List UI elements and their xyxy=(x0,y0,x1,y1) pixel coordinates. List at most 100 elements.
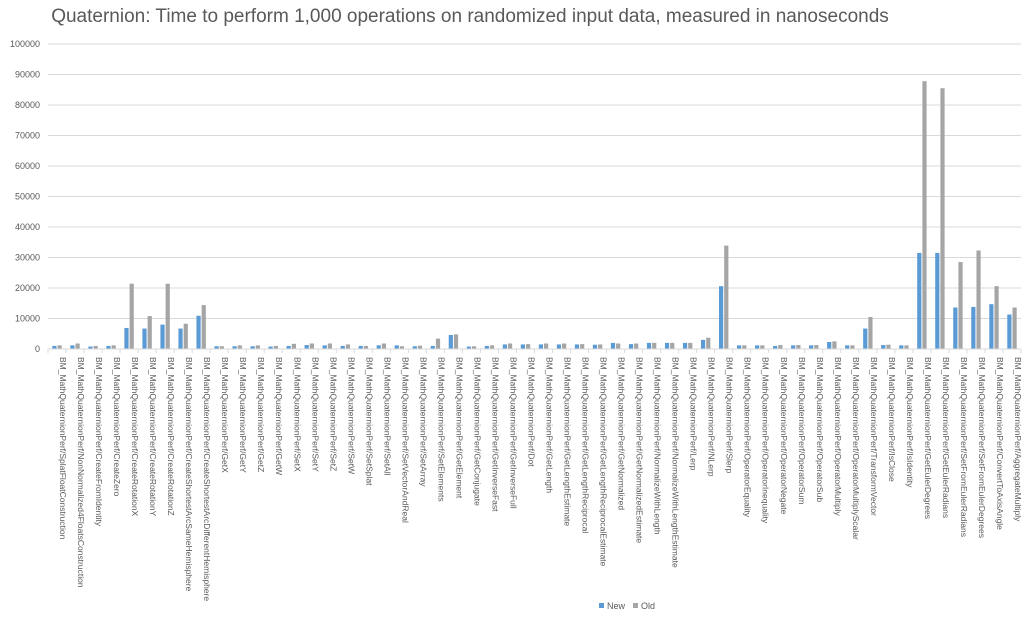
bar-new xyxy=(430,345,435,349)
bar-old xyxy=(201,305,206,349)
bar-new xyxy=(52,345,57,349)
x-tick-label: BM_MathQuaternionPerf/NormalizeWithLengt… xyxy=(671,357,681,568)
bar-new xyxy=(376,345,381,349)
x-tick-label: BM_MathQuaternionPerf/CreateZero xyxy=(112,357,122,497)
bar-old xyxy=(544,343,549,349)
x-tick-label: BM_MathQuaternionPerf/GetConjugate xyxy=(472,357,482,506)
bar-new xyxy=(682,342,688,349)
bar-old xyxy=(93,345,98,349)
bar-new xyxy=(881,345,886,349)
bar-new xyxy=(394,345,399,349)
bar-old xyxy=(868,316,873,349)
bar-old xyxy=(183,323,188,349)
bar-old xyxy=(111,345,116,349)
x-tick-label: BM_MathQuaternionPerf/OperatorMultiply xyxy=(833,357,843,516)
x-tick-label: BM_MathQuaternionPerf/Slerp xyxy=(725,357,735,473)
x-tick-label: BM_MathQuaternionPerf/GetLengthReciproca… xyxy=(599,357,609,567)
bars xyxy=(52,81,1017,350)
bar-old xyxy=(760,345,765,349)
y-tick-label: 90000 xyxy=(15,70,40,80)
bar-new xyxy=(700,339,706,349)
x-tick-label: BM_MathQuaternionPerf/SetArray xyxy=(418,357,428,487)
x-tick-label: BM_MathQuaternionPerf/IsClose xyxy=(887,357,897,482)
bar-old xyxy=(399,346,405,349)
bar-new xyxy=(502,344,507,349)
bar-new xyxy=(628,344,634,349)
x-tick-label: BM_MathQuaternionPerf/OperatorNegate xyxy=(779,357,789,515)
bar-new xyxy=(538,344,544,349)
legend-swatch xyxy=(599,603,604,608)
bar-new xyxy=(106,345,111,349)
bar-new xyxy=(863,328,868,349)
x-tick-label: BM_MathQuaternionPerf/CreateRotationY xyxy=(148,357,158,517)
bar-old xyxy=(363,345,369,349)
bar-new xyxy=(899,345,904,349)
bar-new xyxy=(70,345,75,349)
bar-new xyxy=(196,315,201,349)
x-tick-label: BM_MathQuaternionPerf/OperatorSub xyxy=(815,357,825,502)
bar-new xyxy=(827,341,832,349)
x-tick-label: BM_MathQuaternionPerf/GetNormalizedEstim… xyxy=(635,357,645,543)
gridlines xyxy=(48,43,1021,319)
x-tick-label: BM_MathQuaternionPerf/GetInverseFull xyxy=(508,357,518,509)
bar-old xyxy=(796,345,801,349)
bar-old xyxy=(850,345,855,349)
bar-old xyxy=(652,342,657,349)
bar-old xyxy=(922,81,927,350)
bar-old xyxy=(129,283,134,349)
chart-title: Quaternion: Time to perform 1,000 operat… xyxy=(51,6,889,27)
x-tick-label: BM_MathQuaternionPerf/GetElement xyxy=(454,357,464,499)
x-tick-label: BM_MathQuaternionPerf/CreateFromIdentity xyxy=(94,357,104,527)
x-tick-label: BM_MathQuaternionPerf/SetSplat xyxy=(364,357,374,486)
x-tick-label: BM_MathQuaternionPerf/SetZ xyxy=(328,357,338,471)
x-tick-label: BM_MathQuaternionPerf/OperatorEquality xyxy=(743,357,753,518)
bar-old xyxy=(489,345,495,349)
x-tick-label: BM_MathQuaternionPerf/OperatorInequality xyxy=(761,357,771,524)
x-tick-label: BM_MathQuaternionPerf/ConvertToAxisAngle xyxy=(995,357,1005,530)
y-tick-label: 40000 xyxy=(15,222,40,232)
x-tick-label: BM_MathQuaternionPerf/IsIdentity xyxy=(905,357,915,488)
bar-new xyxy=(917,252,922,349)
bar-old xyxy=(309,343,314,349)
x-tick-label: BM_MathQuaternionPerf/CreateShortestArcD… xyxy=(202,357,212,601)
x-tick-label: BM_MathQuaternionPerf/GetLength xyxy=(545,357,555,493)
bar-new xyxy=(160,324,165,349)
legend-label: Old xyxy=(641,601,655,611)
bar-new xyxy=(88,346,93,349)
y-tick-label: 70000 xyxy=(15,131,40,141)
bar-old xyxy=(471,346,477,349)
bar-old xyxy=(706,337,711,349)
bar-old xyxy=(165,283,170,349)
x-tick-label: BM_MathQuaternionPerf/CreateRotationX xyxy=(130,357,140,517)
bar-new xyxy=(484,345,489,349)
x-tick-label: BM_MathQuaternionPerf/OperatorSum xyxy=(797,357,807,504)
bar-old xyxy=(904,345,909,349)
bar-old xyxy=(958,262,963,349)
x-tick-label: BM_MathQuaternionPerf/SetW xyxy=(346,357,356,474)
x-tick-label: BM_MathQuaternionPerf/GetW xyxy=(274,357,284,475)
bar-old xyxy=(525,344,531,349)
x-tick-label: BM_MathQuaternionPerf/GetInverseFast xyxy=(490,357,500,512)
bar-new xyxy=(845,345,850,349)
bar-old xyxy=(814,345,819,349)
x-tick-label: BM_MathQuaternionPerf/SplatFloatConstruc… xyxy=(58,357,68,540)
bar-old xyxy=(994,286,999,349)
bar-new xyxy=(214,346,219,349)
bar-new xyxy=(574,344,580,349)
y-tick-label: 0 xyxy=(35,344,40,354)
x-tick-label: BM_MathQuaternionPerf/AggregateMultiply xyxy=(1013,357,1023,522)
bar-old xyxy=(724,245,729,349)
bar-new xyxy=(412,346,417,349)
bar-new xyxy=(556,344,562,349)
x-tick-label: BM_MathQuaternionPerf/GetNormalized xyxy=(617,357,627,510)
bar-new xyxy=(971,306,976,349)
x-axis xyxy=(47,348,1022,353)
bar-old xyxy=(507,343,513,349)
y-tick-label: 100000 xyxy=(10,39,40,49)
bar-old xyxy=(147,316,152,349)
x-tick-label: BM_MathQuaternionPerf/OperatorMultiplySc… xyxy=(851,357,861,540)
bar-old xyxy=(417,345,423,349)
x-tick-label: BM_MathQuaternionPerf/SetFromEulerDegree… xyxy=(977,357,987,538)
bar-old xyxy=(381,343,387,349)
bar-new xyxy=(592,344,598,349)
